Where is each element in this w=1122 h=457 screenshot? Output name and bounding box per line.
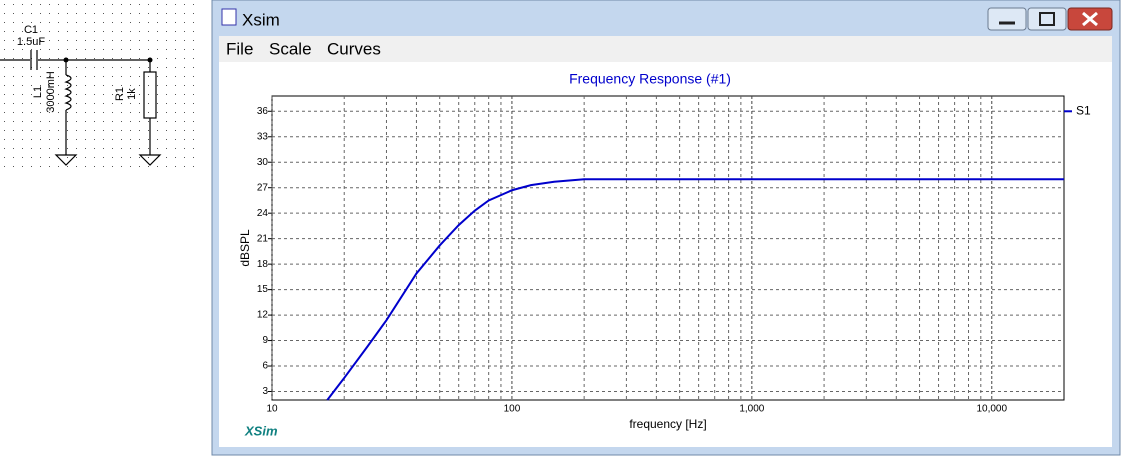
menu-bar xyxy=(219,36,1112,62)
y-tick-label: 12 xyxy=(257,310,269,321)
component-value: 1.5uF xyxy=(17,36,45,48)
x-axis-label: frequency [Hz] xyxy=(629,417,706,431)
y-tick-label: 30 xyxy=(257,157,269,168)
series-line xyxy=(326,178,1064,401)
y-tick-label: 6 xyxy=(262,361,268,372)
menu-item[interactable]: Curves xyxy=(327,39,381,58)
y-tick-label: 21 xyxy=(257,233,269,244)
y-tick-label: 27 xyxy=(257,182,269,193)
maximize-button[interactable] xyxy=(1027,7,1067,31)
chart-title: Frequency Response (#1) xyxy=(569,71,731,87)
legend-label: S1 xyxy=(1076,103,1091,117)
minimize-button[interactable] xyxy=(987,7,1027,31)
component-name: C1 xyxy=(24,24,38,36)
schematic: C1 1.5uF L1 3000mH R1 1k xyxy=(0,0,200,175)
dot-grid xyxy=(0,0,200,175)
y-tick-label: 18 xyxy=(257,259,269,270)
y-tick-label: 3 xyxy=(262,386,268,397)
y-tick-label: 33 xyxy=(257,131,269,142)
window-title: Xsim xyxy=(242,10,280,29)
y-tick-label: 15 xyxy=(257,284,269,295)
x-tick-label: 10 xyxy=(266,404,278,415)
plot-frame xyxy=(271,95,1065,401)
component-value: 3000mH xyxy=(45,71,57,113)
menu-item[interactable]: File xyxy=(226,39,253,58)
menu-item[interactable]: Scale xyxy=(269,39,312,58)
component-name: R1 xyxy=(114,87,126,101)
component-value: 1k xyxy=(126,88,138,100)
component-name: L1 xyxy=(32,86,44,98)
x-tick-label: 1,000 xyxy=(739,404,764,415)
y-tick-label: 36 xyxy=(257,106,269,117)
y-axis-label: dBSPL xyxy=(238,229,252,267)
x-tick-label: 10,000 xyxy=(976,404,1007,415)
chart: Frequency Response (#1) frequency [Hz] d… xyxy=(238,71,1091,439)
y-tick-label: 9 xyxy=(262,335,268,346)
watermark: XSim xyxy=(244,423,278,438)
y-tick-label: 24 xyxy=(257,208,269,219)
x-tick-label: 100 xyxy=(504,404,521,415)
